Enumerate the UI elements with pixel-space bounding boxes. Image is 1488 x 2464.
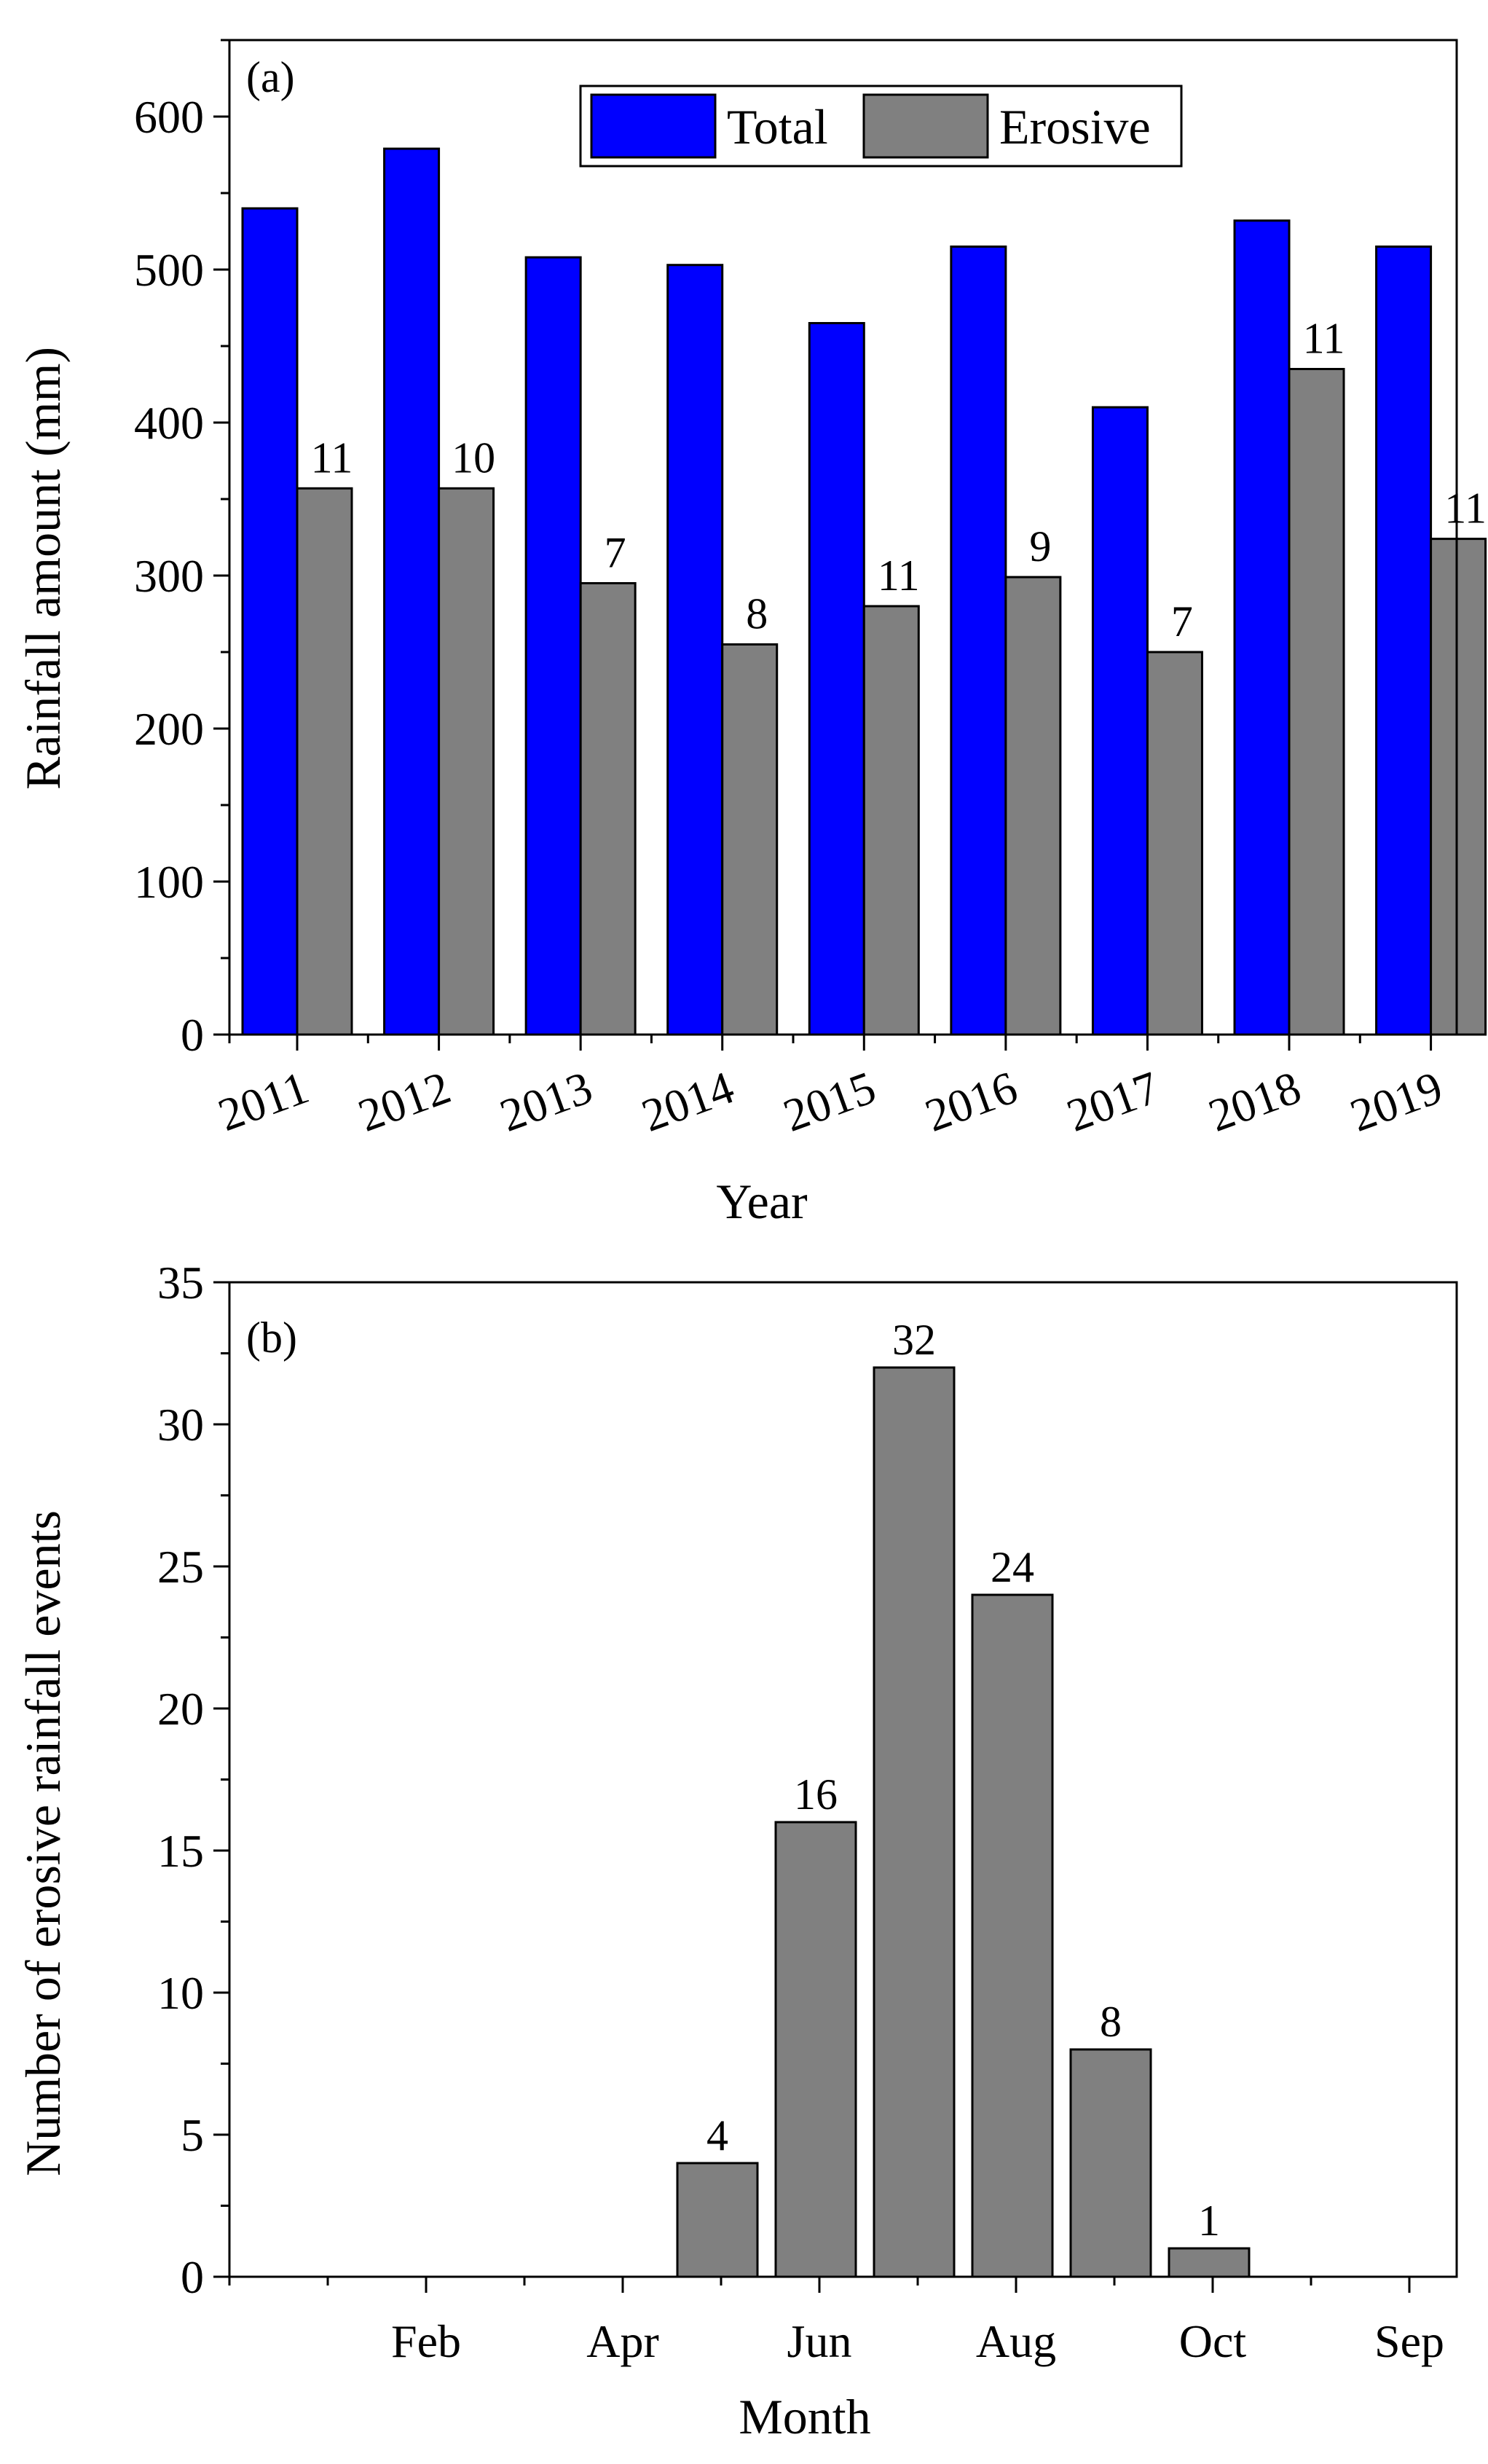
x-tick-label-2019: 2019 (1344, 1061, 1449, 1141)
chart-panel-b: 4 16 32 24 8 1 Feb Apr Jun Aug Oct Sep 0 5 10 15 20 25 30… (15, 1257, 1458, 2444)
y-tick-label: 0 (181, 1009, 204, 1061)
data-label-2015: 11 (878, 552, 920, 600)
bar-erosive-2015 (862, 605, 920, 1036)
y-tick-label: 200 (134, 703, 204, 755)
legend-label-total: Total (727, 99, 828, 154)
x-tick-label-2015: 2015 (777, 1061, 883, 1141)
y-tick-label: 600 (134, 91, 204, 143)
bar-erosive-2018 (1288, 368, 1345, 1036)
data-label-2011: 11 (311, 433, 353, 482)
panel-b-x-axis-title: Month (739, 2389, 870, 2444)
x-tick-label-2011: 2011 (211, 1061, 315, 1141)
bar-total-2013 (524, 256, 582, 1036)
bar-erosive-2011 (296, 487, 353, 1036)
bar-erosive-2017 (1146, 651, 1203, 1036)
data-label-2014: 8 (746, 590, 768, 638)
y-tick-label: 5 (181, 2109, 204, 2161)
x-tick-label-2014: 2014 (635, 1061, 741, 1141)
bar-erosive-2014 (721, 643, 779, 1036)
panel-a-bars (241, 147, 1487, 1036)
x-tick-label-sep: Sep (1374, 2315, 1444, 2367)
data-label-2017: 7 (1171, 597, 1193, 646)
bar-total-2018 (1233, 219, 1291, 1036)
x-tick-label-jun: Jun (787, 2315, 852, 2367)
legend: Total Erosive (579, 85, 1183, 168)
bar-total-2016 (950, 246, 1007, 1036)
y-tick-label: 30 (157, 1399, 204, 1451)
data-label-month-7: 32 (892, 1316, 936, 1364)
bar-month-6 (774, 1821, 857, 2278)
bar-erosive-2013 (579, 582, 637, 1036)
data-label-month-10: 1 (1198, 2197, 1220, 2245)
panel-a-label: (a) (246, 53, 295, 101)
data-label-month-6: 16 (794, 1770, 838, 1818)
panel-b-label: (b) (246, 1314, 297, 1362)
bar-total-2017 (1091, 406, 1149, 1036)
panel-b-data-labels: 4 16 32 24 8 1 (706, 1316, 1220, 2245)
x-tick-label-2013: 2013 (493, 1061, 599, 1141)
bar-total-2014 (666, 264, 724, 1036)
bar-total-2012 (383, 147, 441, 1036)
y-tick-label: 35 (157, 1257, 204, 1308)
panel-a-data-labels: 11 10 7 8 11 9 7 11 11 (311, 315, 1487, 646)
y-tick-label: 400 (134, 397, 204, 449)
bar-erosive-2019 (1430, 538, 1487, 1036)
bar-total-2015 (808, 322, 865, 1036)
data-label-2019: 11 (1444, 484, 1487, 533)
y-tick-label: 25 (157, 1541, 204, 1593)
y-tick-label: 15 (157, 1825, 204, 1877)
panel-b-axes: Feb Apr Jun Aug Oct Sep 0 5 10 15 20 25 30 35 (157, 1257, 1458, 2367)
data-label-month-8: 24 (991, 1543, 1034, 1591)
panel-a-y-axis-title: Rainfall amount (mm) (15, 347, 71, 790)
legend-label-erosive: Erosive (999, 99, 1151, 154)
x-tick-label-apr: Apr (586, 2315, 659, 2367)
data-label-2018: 11 (1303, 315, 1345, 363)
x-tick-label-2016: 2016 (918, 1061, 1024, 1141)
x-tick-label-feb: Feb (391, 2315, 461, 2367)
y-tick-label: 0 (181, 2251, 204, 2303)
chart-panel-a: 11 10 7 8 11 9 7 11 11 2011 2012 2013 2014 2015 2016 2… (15, 39, 1487, 1229)
bar-total-2011 (241, 207, 299, 1036)
x-tick-label-2017: 2017 (1060, 1061, 1166, 1141)
data-label-2012: 10 (452, 433, 495, 482)
panel-b-y-axis-title: Number of erosive rainfall events (15, 1510, 71, 2176)
panel-a-x-axis-title: Year (716, 1174, 808, 1229)
y-tick-label: 100 (134, 856, 204, 908)
bar-month-8 (971, 1593, 1054, 2278)
panel-b-bars (676, 1366, 1251, 2278)
data-label-month-5: 4 (706, 2111, 728, 2159)
panel-a-frame (228, 39, 1458, 1036)
x-tick-label-oct: Oct (1179, 2315, 1247, 2367)
bar-erosive-2012 (438, 487, 495, 1036)
x-tick-label-2018: 2018 (1202, 1061, 1307, 1141)
y-tick-label: 20 (157, 1683, 204, 1735)
data-label-2016: 9 (1029, 522, 1051, 570)
x-tick-label-2012: 2012 (352, 1061, 457, 1141)
data-label-month-9: 8 (1100, 1998, 1122, 2046)
bar-month-9 (1069, 2048, 1152, 2278)
legend-swatch-total (590, 93, 717, 159)
bar-total-2019 (1375, 246, 1433, 1036)
y-tick-label: 500 (134, 244, 204, 296)
y-tick-label: 10 (157, 1967, 204, 2019)
y-tick-label: 300 (134, 550, 204, 602)
bar-month-10 (1168, 2247, 1251, 2278)
bar-erosive-2016 (1004, 576, 1062, 1036)
data-label-2013: 7 (605, 529, 626, 577)
x-tick-label-aug: Aug (976, 2315, 1056, 2367)
legend-swatch-erosive (862, 93, 989, 159)
bar-month-5 (676, 2162, 759, 2278)
bar-month-7 (873, 1366, 956, 2278)
